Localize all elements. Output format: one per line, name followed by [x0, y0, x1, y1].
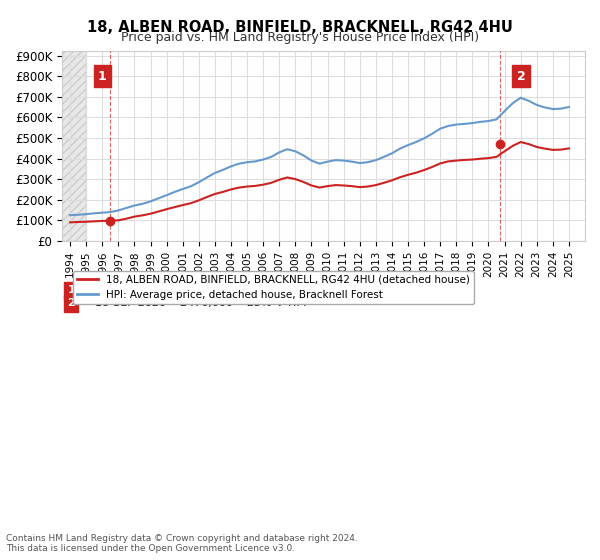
Text: 1: 1 [98, 69, 107, 83]
Bar [62, 52, 86, 241]
Text: 1: 1 [67, 285, 75, 295]
Text: Price paid vs. HM Land Registry's House Price Index (HPI): Price paid vs. HM Land Registry's House … [121, 31, 479, 44]
Text: 2: 2 [67, 298, 75, 309]
Text: 2: 2 [517, 69, 526, 83]
Text: 01-JUL-1996    £97,670    29% ↓ HPI: 01-JUL-1996 £97,670 29% ↓ HPI [88, 285, 297, 295]
Text: 18, ALBEN ROAD, BINFIELD, BRACKNELL, RG42 4HU: 18, ALBEN ROAD, BINFIELD, BRACKNELL, RG4… [87, 20, 513, 35]
Legend: 18, ALBEN ROAD, BINFIELD, BRACKNELL, RG42 4HU (detached house), HPI: Average pri: 18, ALBEN ROAD, BINFIELD, BRACKNELL, RG4… [73, 270, 474, 304]
Bar [62, 52, 86, 241]
Text: 18-SEP-2020    £470,000    25% ↓ HPI: 18-SEP-2020 £470,000 25% ↓ HPI [88, 298, 307, 309]
Text: Contains HM Land Registry data © Crown copyright and database right 2024.
This d: Contains HM Land Registry data © Crown c… [6, 534, 358, 553]
